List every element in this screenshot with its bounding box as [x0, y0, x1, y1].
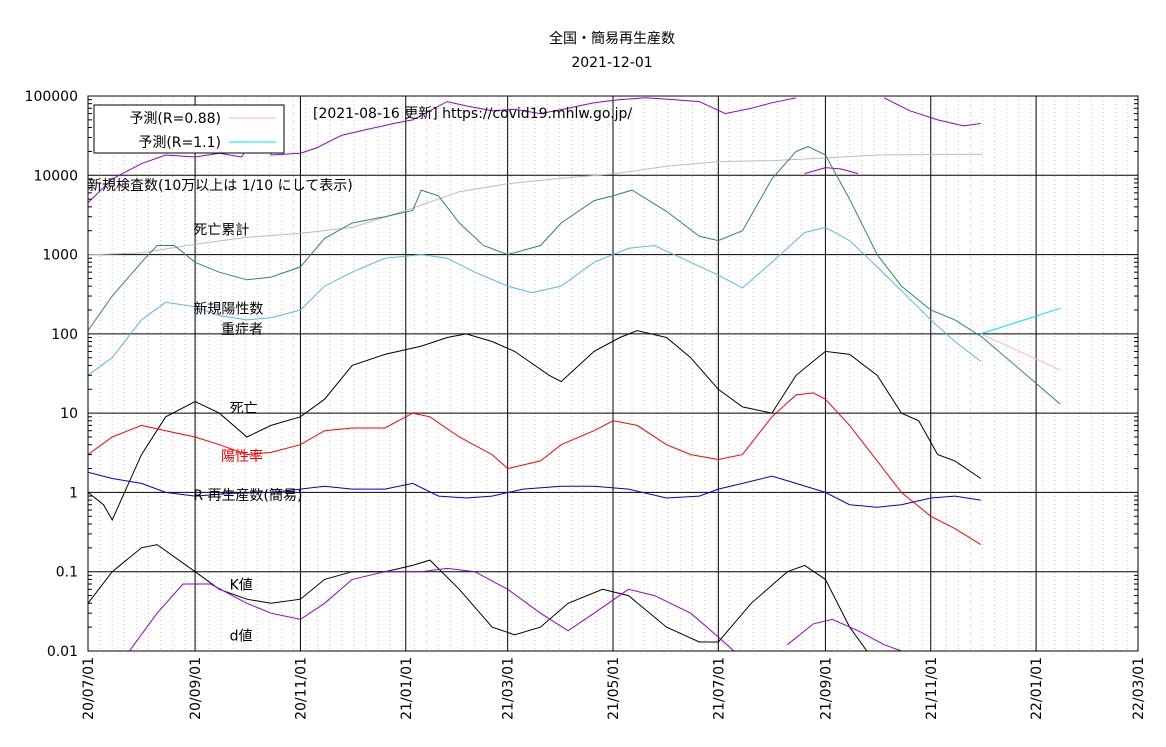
y-tick-label: 10: [60, 406, 78, 422]
y-tick-label: 0.01: [47, 644, 78, 660]
x-tick-label: 20/11/01: [293, 657, 309, 720]
grid: [87, 95, 1139, 652]
series-line: [883, 97, 981, 127]
plot-border: [87, 95, 1139, 652]
chart-subtitle: 2021-12-01: [571, 55, 652, 71]
series-line: [787, 618, 902, 651]
series-line: [128, 567, 735, 651]
y-tick-label: 100000: [25, 89, 78, 105]
series-line: [88, 97, 797, 204]
x-tick-label: 21/07/01: [711, 657, 727, 720]
series-label: 重症者: [221, 322, 263, 338]
x-tick-label: 22/03/01: [1131, 657, 1147, 720]
y-tick-label: 10000: [33, 168, 78, 184]
x-tick-label: 21/05/01: [606, 657, 622, 720]
series-line: [88, 330, 982, 522]
x-tick-label: 22/01/01: [1029, 657, 1045, 720]
series-line: [804, 167, 859, 175]
series-label: d値: [230, 629, 253, 645]
axes: 20/07/01 20/09/01 20/11/01 21/01/01 21/03/01…: [25, 89, 1147, 720]
series-line: [88, 544, 868, 651]
series-label: K値: [230, 577, 253, 593]
y-tick-label: 100: [51, 327, 78, 343]
series-label: 陽性率: [221, 448, 263, 465]
series-line: [980, 307, 1061, 335]
legend: 予測(R=0.88) 予測(R=1.1): [93, 104, 285, 154]
series-line: [88, 146, 1061, 405]
x-tick-label: 21/09/01: [818, 657, 834, 720]
series-label: 死亡累計: [193, 222, 249, 238]
x-tick-label: 21/03/01: [501, 657, 517, 720]
series-line: [88, 226, 982, 376]
series-label: 新規陽性数: [193, 302, 263, 318]
series-line: [980, 333, 1061, 371]
x-tick-label: 20/09/01: [188, 657, 204, 720]
chart-title: 全国・簡易再生産数: [549, 30, 675, 47]
series-line: [88, 471, 981, 508]
legend-label: 予測(R=0.88): [129, 111, 221, 127]
series-label: R 再生産数(簡易): [193, 488, 302, 504]
x-tick-label: 21/01/01: [399, 657, 415, 720]
y-tick-label: 0.1: [56, 565, 78, 581]
legend-box: [93, 104, 285, 154]
series-label: 死亡: [230, 401, 258, 417]
series-line: [88, 153, 983, 256]
source-note: [2021-08-16 更新] https://covid19.mhlw.go.…: [313, 106, 632, 122]
x-tick-label: 20/07/01: [81, 657, 97, 720]
series-label: 新規検査数(10万以上は 1/10 にして表示): [88, 178, 353, 194]
y-tick-label: 1: [69, 485, 78, 501]
series-group: [88, 97, 1061, 651]
series-line: [88, 392, 982, 546]
legend-label: 予測(R=1.1): [138, 135, 221, 151]
series-labels: 新規検査数(10万以上は 1/10 にして表示) 死亡累計新規陽性数重症者死亡陽性…: [88, 178, 353, 645]
x-tick-label: 21/11/01: [924, 657, 940, 720]
y-tick-label: 1000: [42, 248, 78, 264]
